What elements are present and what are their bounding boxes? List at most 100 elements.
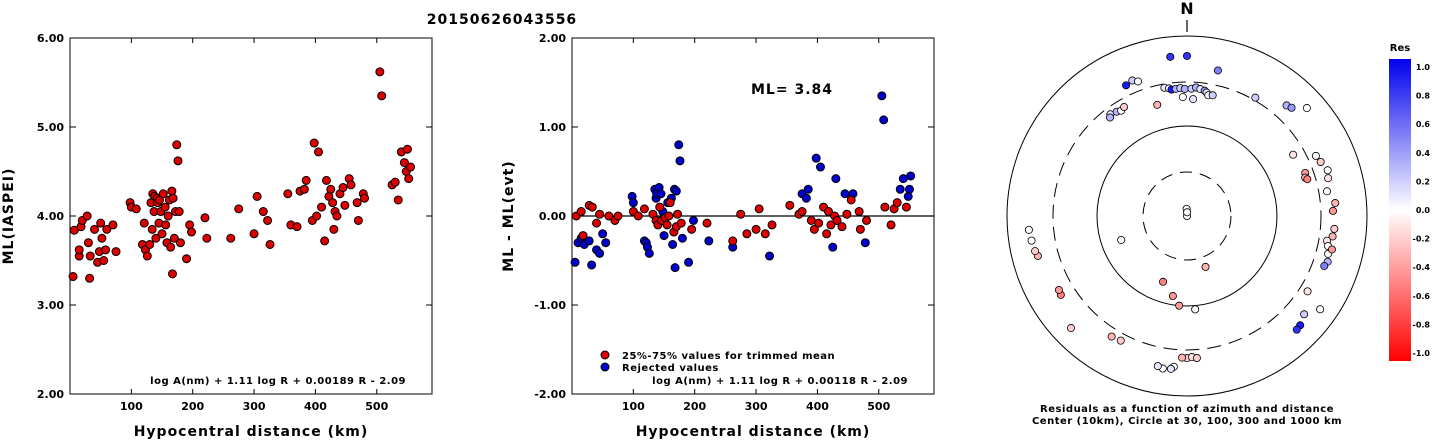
kept-point [736, 209, 746, 219]
kept-point [742, 229, 752, 239]
residual-x-tick-label: 100 [622, 400, 645, 413]
rejected-point [675, 156, 685, 166]
rejected-point [584, 236, 594, 246]
kept-point [767, 220, 777, 230]
kept-point [578, 231, 588, 241]
kept-point [595, 209, 605, 219]
magnitude-point [90, 224, 100, 234]
legend-rejected-label: Rejected values [622, 363, 719, 374]
station-residual-point [1311, 151, 1320, 160]
kept-point [901, 202, 911, 212]
magnitude-point [166, 242, 176, 252]
magnitude-point [263, 215, 273, 225]
rejected-point [677, 233, 687, 243]
station-residual-point [1027, 236, 1036, 245]
kept-point [604, 211, 614, 221]
residual-y-tick-label: -1.00 [534, 299, 566, 312]
kept-point [855, 224, 865, 234]
magnitude-point [377, 91, 387, 101]
magnitude-x-tick-label: 400 [304, 400, 327, 413]
station-residual-point [1328, 232, 1337, 241]
ml-value-label: ML= 3.84 [751, 82, 833, 98]
rejected-point [684, 257, 694, 267]
magnitude-point [102, 224, 112, 234]
station-residual-point [1107, 332, 1116, 341]
kept-point [854, 207, 864, 217]
kept-point [592, 218, 602, 228]
colorbar-tick-label: -0.2 [1413, 235, 1431, 244]
kept-point [754, 204, 764, 214]
magnitude-point [265, 239, 275, 249]
rejected-point [671, 186, 681, 196]
magnitude-point [328, 198, 338, 208]
magnitude-point [85, 251, 95, 261]
magnitude-point [139, 218, 149, 228]
kept-point [842, 209, 852, 219]
magnitude-point [353, 215, 363, 225]
rejected-point [570, 257, 580, 267]
rejected-point [688, 215, 698, 225]
kept-point [728, 236, 738, 246]
magnitude-point [390, 177, 400, 187]
station-residual-point [1122, 81, 1131, 90]
residual-x-tick-label: 200 [683, 400, 706, 413]
residual-y-axis-label: ML - ML(evt) [501, 160, 517, 271]
rejected-point [765, 251, 775, 261]
colorbar-tick-label: -0.8 [1413, 320, 1431, 329]
residual-x-tick-label: 500 [867, 400, 890, 413]
magnitude-point [82, 211, 92, 221]
rejected-point [628, 198, 638, 208]
station-residual-point [1201, 262, 1210, 271]
station-residual-point [1329, 206, 1338, 215]
station-residual-point [1031, 247, 1040, 256]
rejected-point [601, 238, 611, 248]
colorbar-tick-label: 0.2 [1416, 177, 1430, 186]
rejected-point [831, 174, 841, 184]
kept-point [639, 204, 649, 214]
magnitude-point [163, 211, 173, 221]
rejected-point [656, 189, 666, 199]
kept-point [655, 202, 665, 212]
magnitude-point [186, 227, 196, 237]
magnitude-point [200, 213, 210, 223]
magnitude-point [168, 193, 178, 203]
rejected-point [904, 184, 914, 194]
kept-point [576, 207, 586, 217]
residual-x-tick-label: 300 [745, 400, 768, 413]
colorbar-tick-label: 0.6 [1416, 120, 1431, 129]
station-residual-point [1106, 113, 1115, 122]
magnitude-point [283, 189, 293, 199]
magnitude-point [169, 233, 179, 243]
magnitude-point [145, 239, 155, 249]
magnitude-point [74, 245, 84, 255]
magnitude-point [97, 233, 107, 243]
magnitude-point [226, 233, 236, 243]
legend-rejected-marker [600, 362, 610, 372]
kept-point [613, 211, 623, 221]
station-residual-point [1303, 287, 1312, 296]
colorbar-tick-label: 0.8 [1416, 92, 1431, 101]
station-residual-point [1292, 325, 1301, 334]
kept-point [687, 224, 697, 234]
magnitude-point [174, 207, 184, 217]
station-residual-point [1324, 174, 1333, 183]
station-residual-point [1331, 199, 1340, 208]
kept-point [751, 224, 761, 234]
kept-point [832, 215, 842, 225]
magnitude-point [158, 189, 168, 199]
residual-y-tick-label: 0.00 [539, 210, 566, 223]
magnitude-point [85, 273, 95, 283]
legend-kept-label: 25%-75% values for trimmed mean [622, 351, 835, 362]
station-residual-point [1316, 305, 1325, 314]
station-residual-point [1134, 77, 1143, 86]
kept-point [662, 220, 672, 230]
magnitude-point [312, 211, 322, 221]
station-residual-point [1066, 324, 1075, 333]
colorbar [1389, 59, 1411, 361]
ring-30km [1142, 171, 1232, 261]
station-residual-point [1166, 364, 1175, 373]
colorbar-tick-label: 0.0 [1416, 206, 1431, 215]
station-residual-point [1323, 166, 1332, 175]
station-residual-point [1289, 150, 1298, 159]
magnitude-point [258, 207, 268, 217]
